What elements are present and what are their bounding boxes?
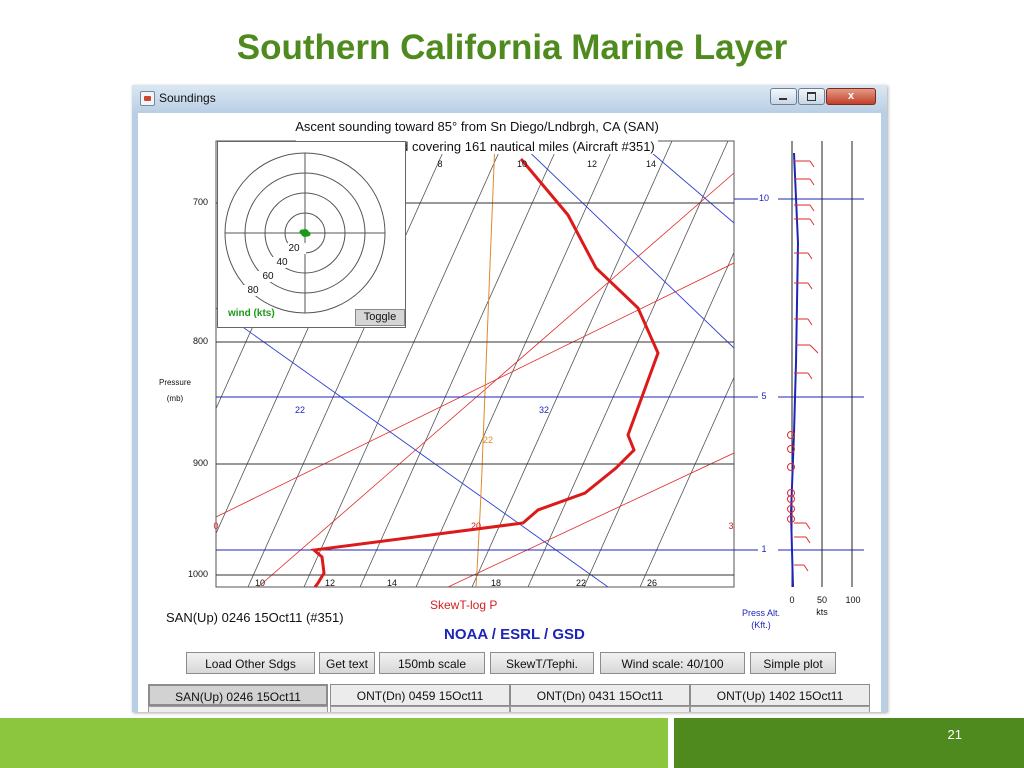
ring-label: 80 [241, 285, 265, 296]
wind-scale-axis [791, 141, 853, 587]
pressure-axis-label: Pressure [158, 378, 191, 387]
tab-row-2-item[interactable] [330, 706, 510, 712]
maximize-button[interactable] [798, 88, 825, 105]
tab-ont-up-1402[interactable]: ONT(Up) 1402 15Oct11 [690, 684, 870, 706]
top-tick: 12 [586, 159, 597, 169]
minimize-button[interactable] [770, 88, 797, 105]
bottom-tick: 18 [490, 578, 501, 588]
skewt-log-p-label: SkewT-log P [430, 598, 498, 612]
noaa-esrl-gsd-label: NOAA / ESRL / GSD [444, 626, 585, 643]
bottom-tick: 14 [386, 578, 397, 588]
temperature-profile-line [310, 158, 660, 588]
footer-bar-green [0, 718, 668, 768]
toggle-button[interactable]: Toggle [355, 309, 405, 326]
tab-ont-dn-0431[interactable]: ONT(Dn) 0431 15Oct11 [510, 684, 690, 706]
wind-scale-tick: 100 [845, 595, 861, 605]
java-app-icon [140, 91, 155, 106]
bottom-tick: 26 [646, 578, 657, 588]
skewt-tephi-button[interactable]: SkewT/Tephi. [490, 652, 594, 674]
wind-barbs [787, 160, 819, 572]
altitude-lines [216, 198, 864, 551]
top-tick: 14 [645, 159, 656, 169]
bottom-tick: 22 [575, 578, 586, 588]
bottom-tick: 12 [324, 578, 335, 588]
wind-scale-tick: 50 [816, 595, 827, 605]
altitude-tick: 1 [761, 544, 767, 554]
slide-title: Southern California Marine Layer [236, 28, 788, 67]
wind-hodograph [224, 152, 386, 314]
wind-unit-label: kts [816, 607, 828, 617]
top-tick: 10 [516, 159, 527, 169]
ring-label: 60 [256, 271, 280, 282]
wind-hodograph-inset: 20 40 60 80 wind (kts) Toggle [217, 141, 406, 328]
dry-adiabat-line [475, 141, 496, 587]
pressure-tick: 800 [192, 336, 208, 346]
isotherm-label: 22 [294, 405, 305, 415]
get-text-button[interactable]: Get text [319, 652, 375, 674]
wind-kts-label: wind (kts) [228, 308, 275, 319]
footer-bar-dark [674, 718, 1024, 768]
tab-san-up-0246[interactable]: SAN(Up) 0246 15Oct11 [148, 684, 328, 706]
load-other-soundings-button[interactable]: Load Other Sdgs [186, 652, 315, 674]
blue-diagonals [216, 141, 734, 587]
pressure-tick: 700 [192, 197, 208, 207]
sounding-id-label: SAN(Up) 0246 15Oct11 (#351) [166, 610, 344, 625]
close-button[interactable]: x [826, 88, 876, 105]
press-alt-label-line2: (Kft.) [751, 620, 771, 630]
ring-label: 40 [270, 257, 294, 268]
tab-row-2-item[interactable] [510, 706, 690, 712]
isotherm-label: 20 [470, 521, 481, 531]
red-isopleths [216, 172, 734, 587]
pressure-tick: 1000 [187, 569, 208, 579]
altitude-tick: 10 [758, 193, 769, 203]
isotherm-label: 32 [538, 405, 549, 415]
tab-row-2-item[interactable] [690, 706, 870, 712]
ring-label: 20 [282, 243, 306, 254]
press-alt-label: Press Alt. (Kft.) [733, 607, 789, 631]
bottom-tick: 10 [254, 578, 265, 588]
altitude-tick: 5 [761, 391, 767, 401]
wind-speed-profile [789, 152, 800, 588]
isotherm-label: 3 [728, 521, 734, 531]
window-client-area: Ascent sounding toward 85° from Sn Diego… [138, 113, 881, 712]
ascent-description-line1: Ascent sounding toward 85° from Sn Diego… [138, 119, 816, 134]
soundings-window: Soundings x [132, 85, 887, 712]
150mb-scale-button[interactable]: 150mb scale [379, 652, 485, 674]
tab-row-2-item[interactable] [148, 706, 328, 712]
isotherm-label: 0 [213, 521, 219, 531]
slide-number: 21 [947, 727, 962, 742]
isotherm-label: 22 [482, 435, 493, 445]
press-alt-label-line1: Press Alt. [741, 608, 780, 618]
simple-plot-button[interactable]: Simple plot [750, 652, 836, 674]
tab-ont-dn-0459[interactable]: ONT(Dn) 0459 15Oct11 [330, 684, 510, 706]
window-title: Soundings [159, 91, 216, 105]
wind-scale-button[interactable]: Wind scale: 40/100 [600, 652, 745, 674]
pressure-tick: 900 [192, 458, 208, 468]
top-tick: 8 [437, 159, 443, 169]
pressure-axis-unit: (mb) [166, 394, 184, 403]
window-titlebar[interactable]: Soundings x [132, 85, 887, 111]
wind-scale-tick: 0 [789, 595, 795, 605]
